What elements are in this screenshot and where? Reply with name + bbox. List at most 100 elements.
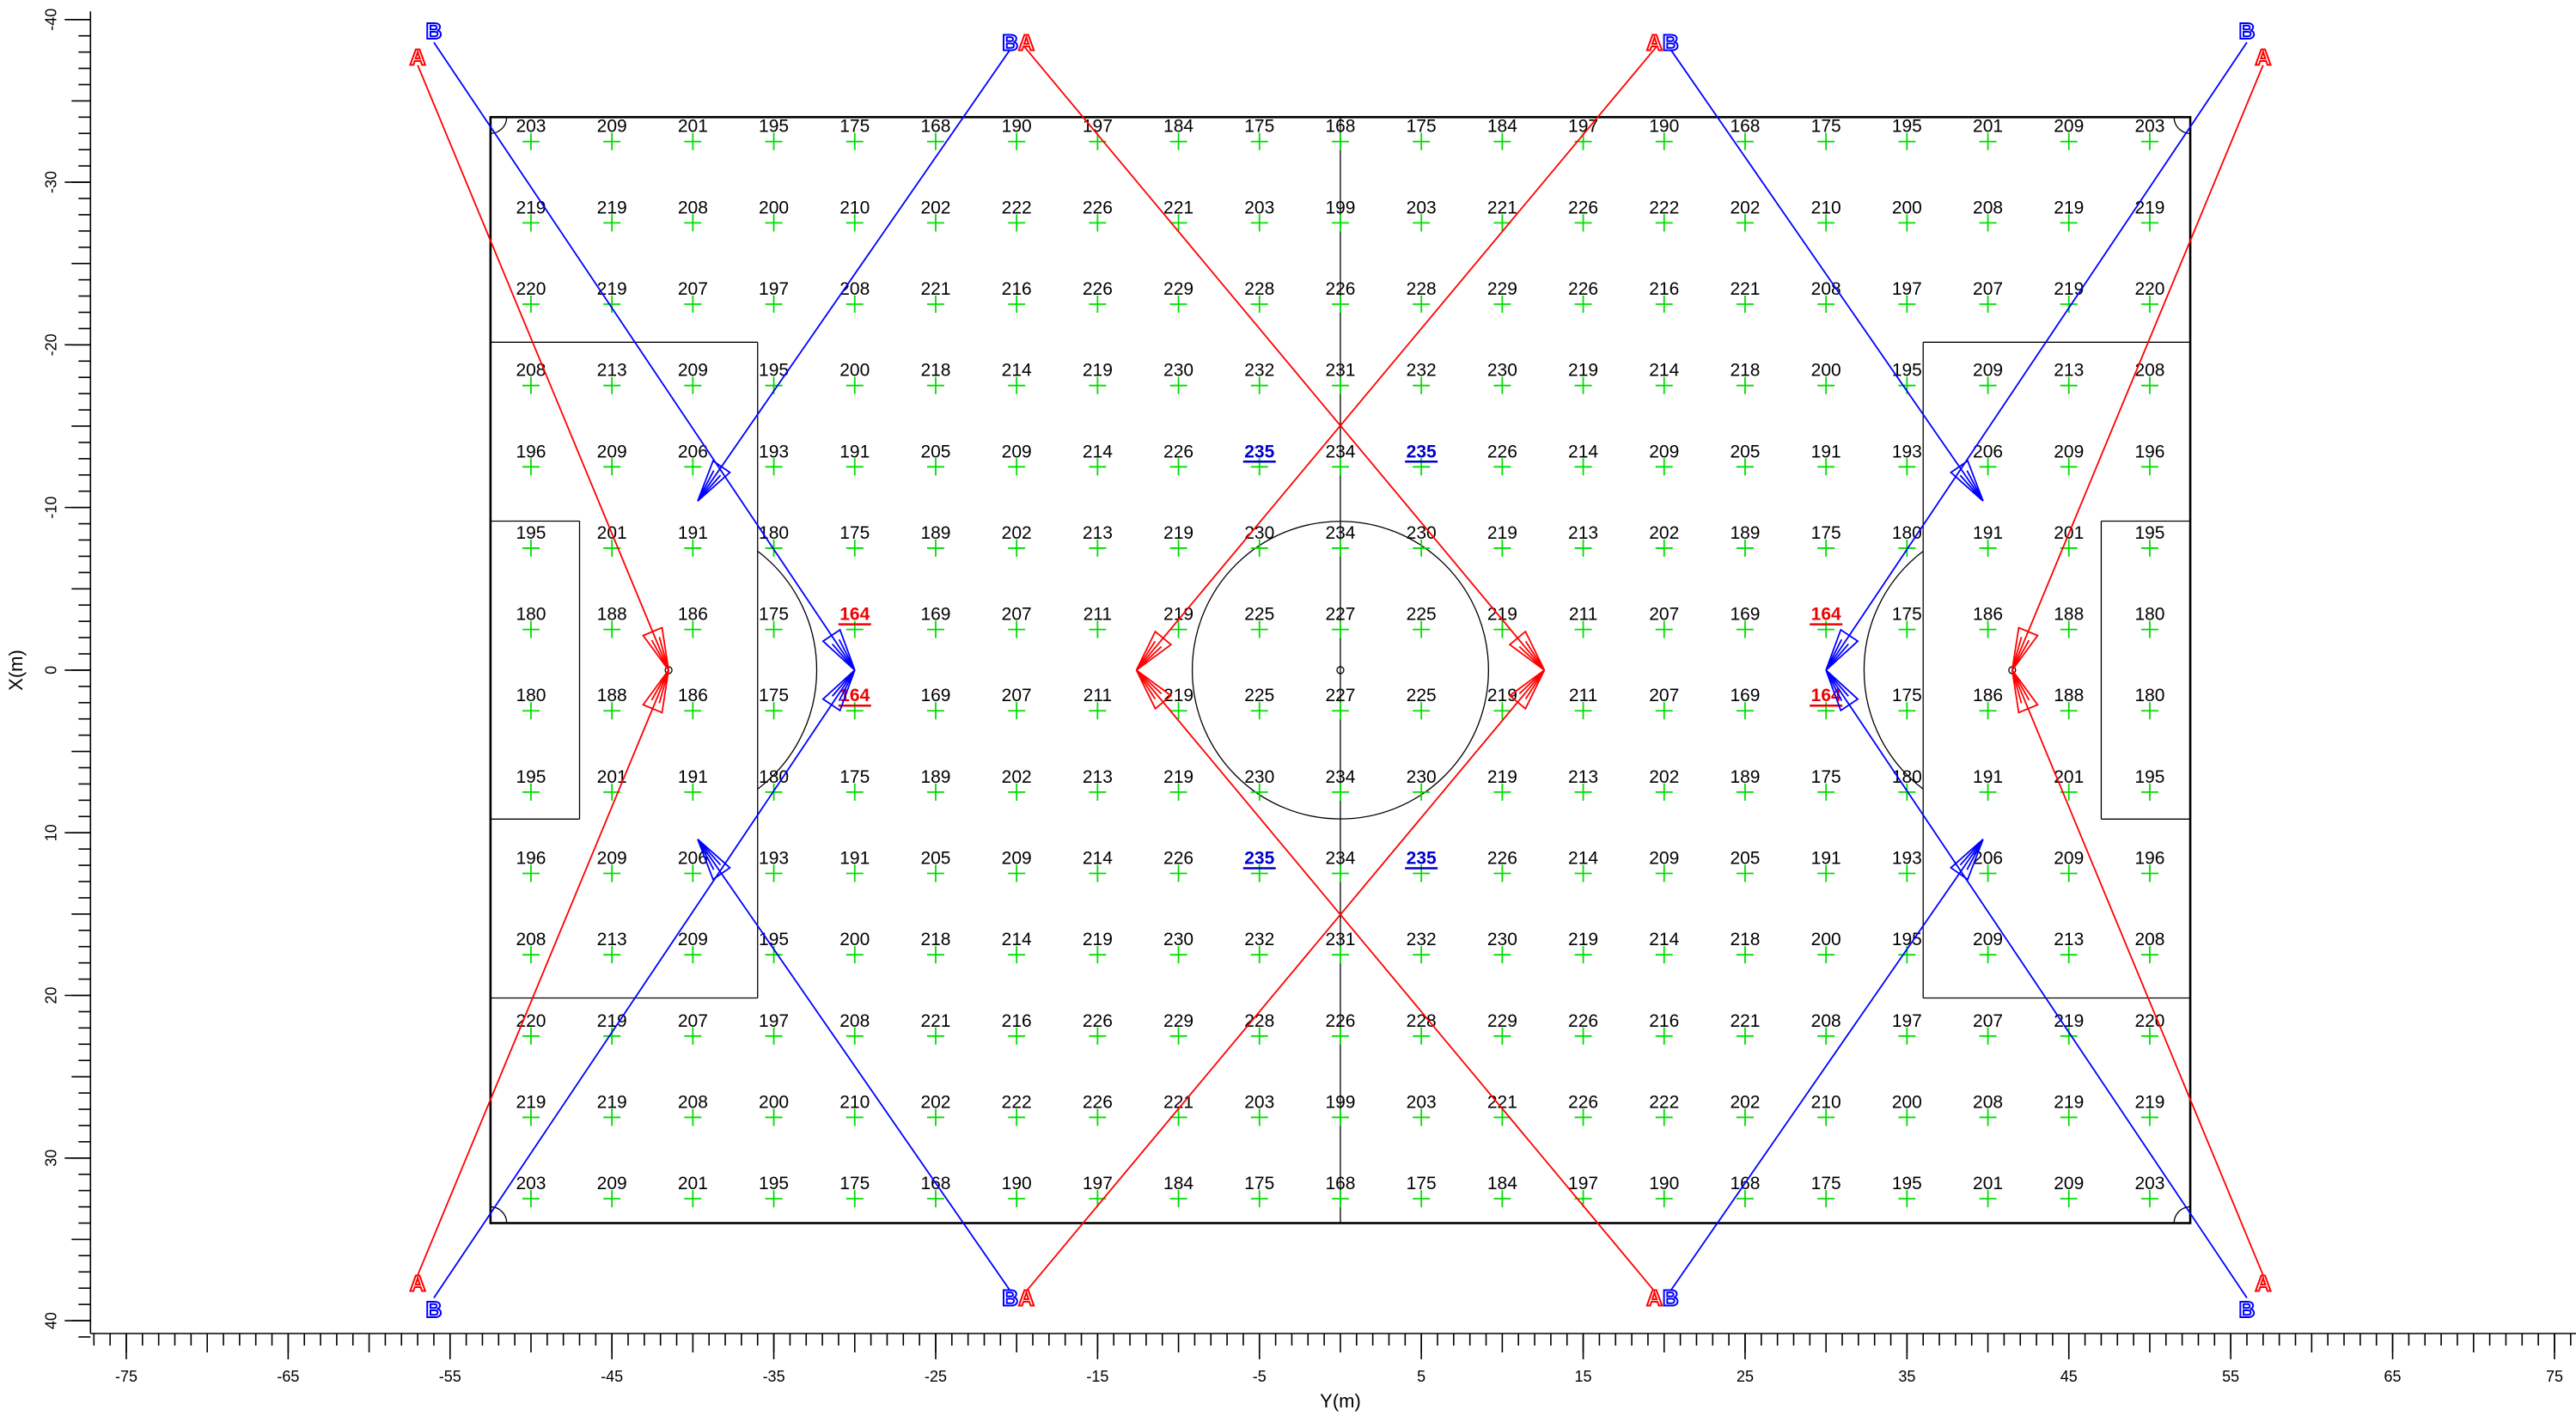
- value-label: 214: [1083, 442, 1113, 461]
- aiming-arrow: [1825, 628, 1859, 671]
- value-label: 191: [1811, 442, 1841, 461]
- value-label: 219: [2054, 198, 2084, 217]
- value-label: 226: [1083, 1092, 1113, 1112]
- value-label: 221: [1730, 279, 1760, 299]
- value-label: 209: [1973, 361, 2003, 381]
- value-label: 226: [1568, 279, 1598, 299]
- x-tick-label: 35: [1898, 1368, 1915, 1385]
- value-label: 213: [1083, 523, 1113, 543]
- value-label: 230: [1244, 767, 1274, 787]
- value-label: 219: [1083, 361, 1113, 381]
- value-label: 202: [1649, 767, 1679, 787]
- value-label: 228: [1407, 279, 1437, 299]
- x-axis-title: Y(m): [1320, 1390, 1361, 1412]
- value-label: 189: [920, 767, 950, 787]
- value-label: 203: [1407, 1092, 1437, 1112]
- value-label: 202: [920, 198, 950, 217]
- value-label: 213: [597, 930, 627, 949]
- value-label: 200: [759, 1092, 789, 1112]
- y-tick-label: 30: [42, 1150, 59, 1167]
- value-label: 231: [1325, 361, 1355, 381]
- value-label: 208: [516, 361, 546, 381]
- value-label: 218: [920, 361, 950, 381]
- value-label: 232: [1244, 930, 1274, 949]
- value-label: 175: [1811, 117, 1841, 137]
- value-label: 207: [1649, 686, 1679, 705]
- value-label: 202: [1002, 523, 1032, 543]
- penalty-arc: [1863, 550, 1924, 790]
- value-label: 226: [1163, 849, 1193, 869]
- value-label: 186: [678, 686, 708, 705]
- value-label: 193: [1892, 849, 1922, 869]
- value-label: 221: [1730, 1011, 1760, 1031]
- centre-circle: [1191, 521, 1490, 820]
- value-label: 197: [759, 279, 789, 299]
- value-label: 226: [1487, 442, 1517, 461]
- value-label: 219: [2054, 1092, 2084, 1112]
- value-label: 200: [759, 198, 789, 217]
- value-label: 186: [1973, 605, 2003, 625]
- luminaire-label: B: [1663, 1285, 1679, 1311]
- value-label: 190: [1002, 1174, 1032, 1193]
- value-label: 220: [516, 1011, 546, 1031]
- aiming-line: [1023, 669, 1546, 1294]
- value-label: 202: [1002, 767, 1032, 787]
- value-label: 175: [1407, 1174, 1437, 1193]
- y-tick-label: -10: [42, 497, 59, 519]
- value-label: 219: [516, 198, 546, 217]
- value-label: 214: [1002, 361, 1032, 381]
- value-label: 226: [1083, 279, 1113, 299]
- value-label: 219: [1568, 361, 1598, 381]
- value-label: 200: [1892, 1092, 1922, 1112]
- luminaire-label: B: [1002, 29, 1018, 55]
- value-label: 168: [920, 117, 950, 137]
- value-label: 197: [1083, 117, 1113, 137]
- value-label: 209: [678, 930, 708, 949]
- value-label: 221: [1487, 198, 1517, 217]
- value-label: 196: [2134, 849, 2164, 869]
- value-label: 195: [2134, 767, 2164, 787]
- value-label: 219: [2054, 1011, 2084, 1031]
- value-label: 222: [1002, 198, 1032, 217]
- value-label: 197: [1568, 117, 1598, 137]
- value-label: 208: [678, 1092, 708, 1112]
- aiming-line: [1825, 669, 2248, 1299]
- value-label: 213: [597, 361, 627, 381]
- value-label: 229: [1163, 1011, 1193, 1031]
- value-label: 190: [1649, 117, 1679, 137]
- value-label: 186: [678, 605, 708, 625]
- x-tick-label: -45: [601, 1368, 623, 1385]
- y-tick-label: 20: [42, 986, 59, 1004]
- value-label: 226: [1325, 1011, 1355, 1031]
- value-label: 229: [1487, 1011, 1517, 1031]
- extreme-value-label: 235: [1407, 442, 1437, 461]
- value-label: 201: [2054, 767, 2084, 787]
- x-tick-label: -65: [277, 1368, 299, 1385]
- value-label: 195: [1892, 361, 1922, 381]
- aiming-arrow: [821, 628, 856, 671]
- value-label: 222: [1002, 1092, 1032, 1112]
- x-tick-label: -25: [925, 1368, 947, 1385]
- value-label: 228: [1244, 279, 1274, 299]
- value-label: 184: [1487, 1174, 1517, 1193]
- aiming-line: [2011, 669, 2264, 1276]
- value-label: 209: [1649, 442, 1679, 461]
- value-label: 203: [2134, 1174, 2164, 1193]
- value-label: 200: [839, 361, 870, 381]
- value-label: 191: [678, 523, 708, 543]
- aiming-line: [1135, 46, 1657, 671]
- value-label: 219: [1487, 767, 1517, 787]
- value-label: 208: [516, 930, 546, 949]
- value-label: 203: [1244, 198, 1274, 217]
- value-label: 221: [920, 1011, 950, 1031]
- value-label: 225: [1407, 605, 1437, 625]
- value-label: 195: [516, 523, 546, 543]
- value-label: 180: [2134, 605, 2164, 625]
- value-label: 195: [1892, 117, 1922, 137]
- luminaire-label: B: [426, 1297, 443, 1322]
- corner-arc: [2173, 1205, 2191, 1224]
- value-label: 219: [516, 1092, 546, 1112]
- value-label: 226: [1083, 1011, 1113, 1031]
- y-tick-label: 0: [42, 666, 59, 674]
- value-label: 207: [678, 1011, 708, 1031]
